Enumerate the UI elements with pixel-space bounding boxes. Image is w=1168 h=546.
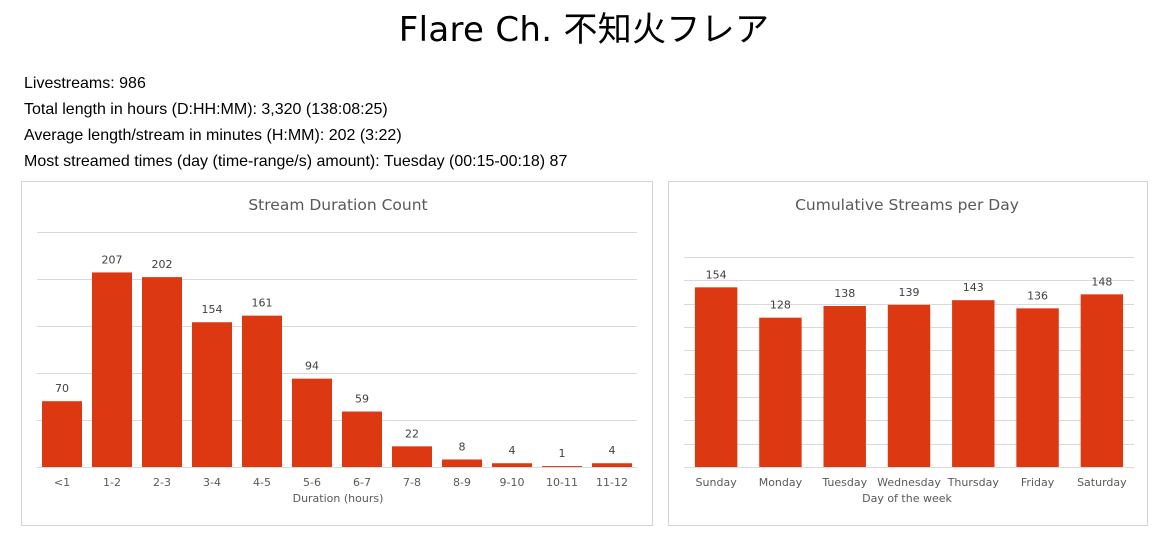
x-tick-label: Friday (1021, 476, 1055, 489)
x-tick-label: 8-9 (453, 476, 471, 489)
bar (292, 378, 332, 467)
bar (592, 463, 632, 467)
data-label: 128 (770, 299, 791, 312)
data-label: 22 (405, 427, 419, 440)
x-tick-label: Monday (759, 476, 803, 489)
stat-most-streamed: Most streamed times (day (time-range/s) … (24, 153, 568, 170)
data-label: 139 (899, 286, 920, 299)
data-label: 1 (559, 447, 566, 460)
x-tick-label: 2-3 (153, 476, 171, 489)
stat-livestreams: Livestreams: 986 (24, 75, 146, 92)
data-label: 202 (152, 258, 173, 271)
data-label: 70 (55, 382, 69, 395)
x-axis-label: Duration (hours) (293, 492, 384, 505)
stat-total-length: Total length in hours (D:HH:MM): 3,320 (… (24, 101, 388, 118)
x-tick-label: Wednesday (877, 476, 941, 489)
bar (492, 463, 532, 467)
x-tick-label: 6-7 (353, 476, 371, 489)
bar (952, 300, 995, 467)
bar (442, 459, 482, 467)
x-tick-label: <1 (54, 476, 70, 489)
bar (1016, 308, 1059, 467)
bar (142, 277, 182, 467)
x-tick-label: 1-2 (103, 476, 121, 489)
data-label: 138 (834, 287, 855, 300)
data-label: 4 (609, 444, 616, 457)
bar (342, 411, 382, 467)
stat-average-length: Average length/stream in minutes (H:MM):… (24, 127, 402, 144)
bar (759, 317, 802, 467)
data-label: 154 (202, 303, 223, 316)
x-tick-label: 11-12 (596, 476, 628, 489)
bar (823, 306, 866, 467)
data-label: 136 (1027, 289, 1048, 302)
x-tick-label: Sunday (696, 476, 738, 489)
chart-title: Cumulative Streams per Day (795, 196, 1019, 214)
data-label: 143 (963, 281, 984, 294)
chart-panel-weekday: Cumulative Streams per Day 154 Sunday 128 Mo… (668, 181, 1148, 526)
bar (392, 446, 432, 467)
bar (542, 466, 582, 467)
data-label: 207 (102, 253, 123, 266)
bar (42, 401, 82, 467)
bar (192, 322, 232, 467)
bar (1080, 294, 1124, 467)
chart-title: Stream Duration Count (248, 196, 427, 214)
x-tick-label: 3-4 (203, 476, 221, 489)
bar (694, 287, 738, 467)
x-tick-label: 4-5 (253, 476, 271, 489)
data-label: 4 (509, 444, 516, 457)
x-tick-label: 9-10 (500, 476, 525, 489)
x-tick-label: Tuesday (821, 476, 867, 489)
x-tick-label: 5-6 (303, 476, 321, 489)
data-label: 154 (706, 268, 727, 281)
data-label: 59 (355, 393, 369, 406)
duration-chart: Stream Duration Count 70 <1 207 1-2 202 2-3 154… (37, 196, 637, 505)
data-label: 161 (252, 297, 273, 310)
bar (242, 315, 282, 467)
data-label: 8 (459, 440, 466, 453)
weekday-chart: Cumulative Streams per Day 154 Sunday 128 Mo… (684, 196, 1134, 505)
x-tick-label: 10-11 (546, 476, 578, 489)
x-tick-label: 7-8 (403, 476, 421, 489)
x-axis-label: Day of the week (862, 492, 952, 505)
data-label: 148 (1091, 275, 1112, 288)
bar (887, 304, 931, 467)
chart-panel-duration: Stream Duration Count 70 <1 207 1-2 202 2-3 154… (21, 181, 653, 526)
bar (92, 272, 132, 467)
x-tick-label: Saturday (1077, 476, 1127, 489)
data-label: 94 (305, 360, 319, 373)
x-tick-label: Thursday (947, 476, 1000, 489)
page-title: Flare Ch. 不知火フレア (398, 10, 770, 50)
